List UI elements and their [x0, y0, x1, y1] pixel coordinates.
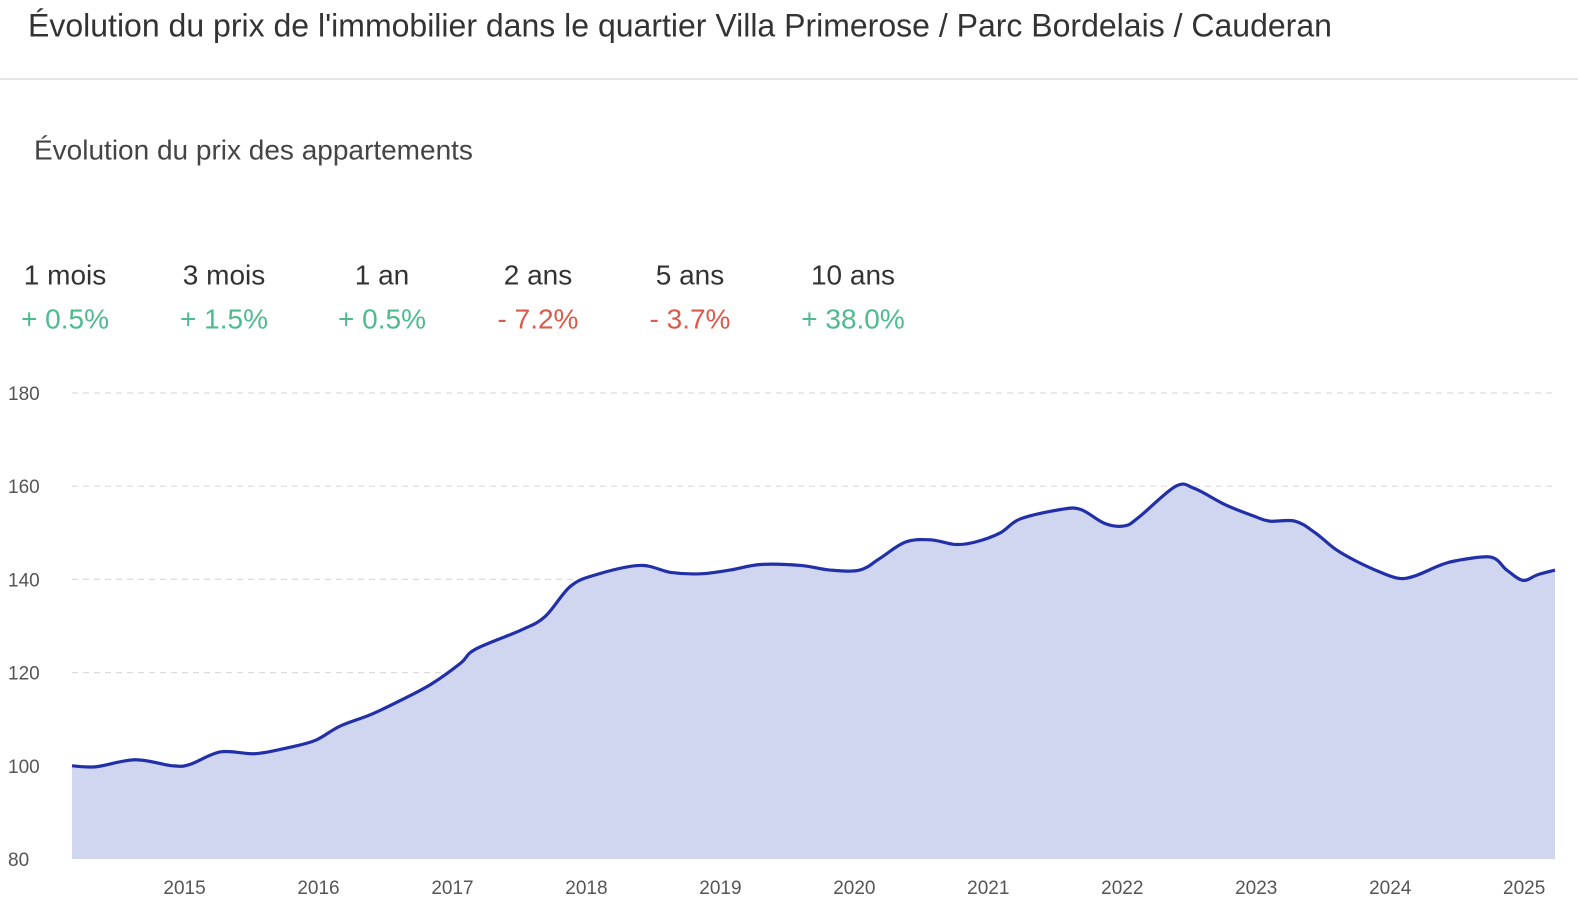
- y-tick-label: 80: [8, 850, 29, 871]
- chart-subtitle: Évolution du prix des appartements: [34, 134, 473, 165]
- period-label: 2 ans: [504, 259, 573, 290]
- period-change: - 3.7%: [650, 303, 731, 334]
- x-tick-label: 2024: [1369, 878, 1412, 899]
- line: [71, 482, 1556, 769]
- period-label: 10 ans: [811, 259, 895, 290]
- y-tick-label: 120: [8, 664, 40, 685]
- period-label: 5 ans: [656, 259, 725, 290]
- x-tick-label: 2020: [833, 878, 875, 899]
- period-label: 1 mois: [24, 259, 106, 290]
- x-tick-label: 2023: [1235, 878, 1277, 899]
- period-change: + 0.5%: [21, 303, 109, 334]
- period-change: + 38.0%: [801, 303, 905, 334]
- y-tick-label: 100: [8, 757, 40, 778]
- period-change: + 1.5%: [180, 303, 268, 334]
- y-tick-label: 160: [8, 477, 40, 498]
- x-tick-label: 2025: [1503, 878, 1545, 899]
- y-tick-label: 180: [8, 384, 40, 405]
- x-tick-label: 2021: [967, 878, 1009, 899]
- period-change: + 0.5%: [338, 303, 426, 334]
- x-tick-label: 2022: [1101, 878, 1143, 899]
- page-title: Évolution du prix de l'immobilier dans l…: [28, 7, 1332, 43]
- x-tick-label: 2015: [163, 878, 205, 899]
- period-label: 1 an: [355, 259, 410, 290]
- x-tick-label: 2017: [431, 878, 473, 899]
- x-tick-label: 2019: [699, 878, 741, 899]
- y-tick-label: 140: [8, 570, 40, 591]
- x-tick-label: 2018: [565, 878, 607, 899]
- period-change: - 7.2%: [498, 303, 579, 334]
- area: [72, 484, 1555, 859]
- period-label: 3 mois: [183, 259, 265, 290]
- x-tick-label: 2016: [297, 878, 339, 899]
